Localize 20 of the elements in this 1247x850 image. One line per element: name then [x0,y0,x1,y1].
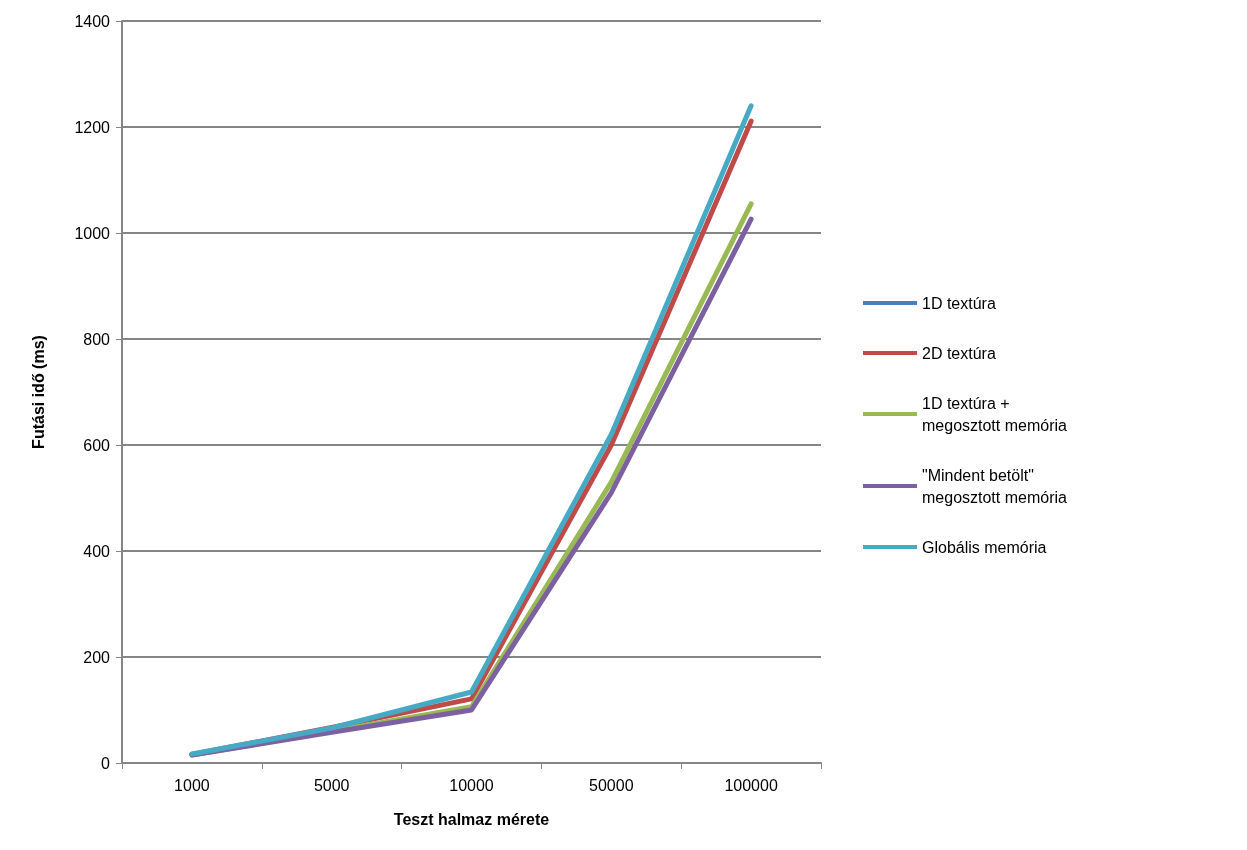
x-tick-label: 1000 [174,776,210,794]
x-axis-title: Teszt halmaz mérete [393,810,550,828]
y-tick-label: 1400 [74,12,111,30]
x-tick-label: 5000 [313,776,350,794]
y-tick-label: 1200 [74,118,111,136]
x-tick-label: 10000 [449,776,494,794]
y-axis-title: Futási idő (ms) [29,335,47,449]
x-tick-label: 100000 [724,776,778,794]
y-tick-label: 200 [83,648,111,666]
y-tick-label: 0 [101,754,111,772]
legend-label: 2D textúra [922,344,996,362]
legend-label: 1D textúra + megosztott memória [922,394,1068,434]
y-tick-label: 400 [83,542,111,560]
legend-label: 1D textúra [922,294,996,312]
x-tick-label: 50000 [589,776,634,794]
legend-label: Globális memória [922,538,1047,556]
y-tick-label: 1000 [74,224,111,242]
legend-label: "Mindent betölt" megosztott memória [922,466,1068,506]
y-tick-label: 600 [83,436,111,454]
y-tick-label: 800 [83,330,111,348]
